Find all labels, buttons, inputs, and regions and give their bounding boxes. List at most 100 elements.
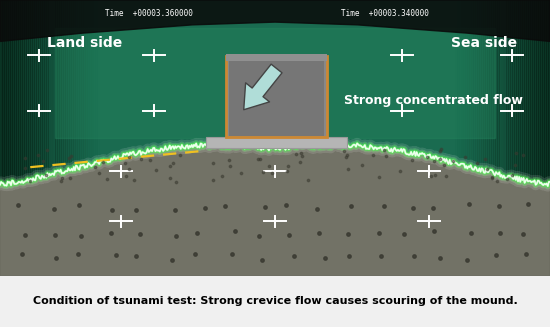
Point [254,157,262,162]
Point [344,231,353,236]
Bar [463,0,465,276]
Point [524,202,532,207]
Bar [483,0,485,276]
Point [167,258,176,263]
Point [166,163,174,168]
Bar [548,0,550,276]
Point [131,207,140,212]
Point [50,207,59,212]
Point [466,230,475,235]
Point [122,173,130,178]
Point [172,180,180,185]
Point [472,160,481,165]
Point [436,149,444,154]
Point [375,231,383,236]
Bar [504,0,505,276]
Point [58,175,67,181]
Point [132,253,141,258]
Bar [46,0,48,276]
Point [375,174,383,179]
Point [304,178,312,183]
Bar [18,0,20,276]
Bar [57,0,58,276]
Point [289,253,298,259]
Point [493,179,502,184]
Bar [481,0,483,276]
Point [313,206,322,211]
Bar [93,0,95,276]
Bar [54,0,57,276]
Point [436,256,444,261]
Bar [87,0,89,276]
Bar [451,0,453,276]
Bar [36,0,39,276]
Bar [67,0,69,276]
Bar [24,0,26,276]
Point [39,158,47,164]
Bar [85,0,87,276]
Point [512,150,520,155]
Point [166,176,175,181]
Bar [465,0,467,276]
Point [482,167,491,172]
Polygon shape [0,0,550,42]
Bar [63,0,64,276]
Bar [69,0,70,276]
Point [519,231,527,236]
Bar [42,0,45,276]
Bar [95,0,97,276]
Point [320,255,329,260]
Bar [12,0,14,276]
Point [76,234,85,239]
Point [435,156,444,162]
Bar [65,0,67,276]
Bar [510,0,512,276]
Point [407,157,416,163]
Point [358,162,366,167]
Point [502,176,511,181]
Point [34,153,42,158]
Point [18,251,26,257]
Point [423,154,432,160]
Point [120,160,129,165]
Point [368,153,377,158]
Point [41,173,50,178]
Bar [77,0,79,276]
Bar [536,0,538,276]
Bar [514,0,515,276]
Bar [22,0,24,276]
Point [21,155,30,161]
Bar [48,0,51,276]
Point [292,152,301,157]
Text: Strong concentrated flow: Strong concentrated flow [344,95,522,107]
Point [67,153,75,159]
Bar [453,0,455,276]
Point [440,162,449,167]
Point [441,174,450,179]
Point [261,205,270,210]
Point [381,154,390,159]
Point [409,254,418,259]
Point [65,155,74,161]
Bar [45,0,46,276]
Point [462,257,471,263]
Bar [508,0,509,276]
Bar [59,0,60,276]
Point [255,157,264,162]
Bar [73,0,75,276]
Bar [97,0,99,276]
Bar [28,0,30,276]
Point [151,167,160,173]
Bar [534,0,536,276]
Bar [461,0,463,276]
Point [399,231,408,236]
Bar [493,0,496,276]
Point [66,176,75,181]
Bar [51,0,52,276]
Point [208,160,217,165]
Point [102,177,111,182]
Point [42,148,51,153]
Bar [542,0,544,276]
Point [380,148,389,153]
Point [107,208,116,213]
